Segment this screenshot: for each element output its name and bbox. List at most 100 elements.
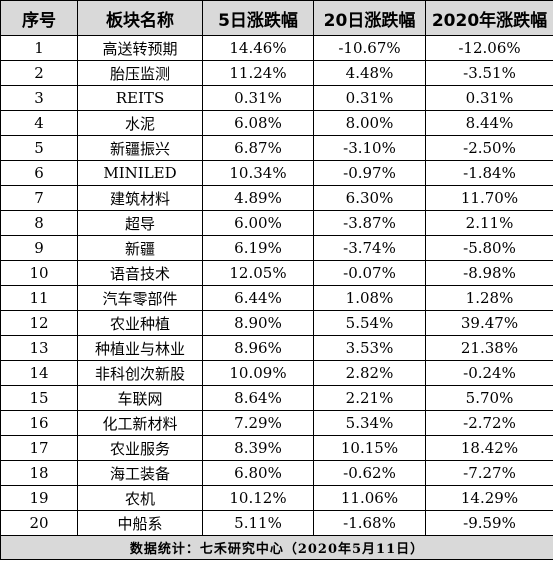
row-index: 19 [0, 485, 78, 511]
row-index: 20 [0, 510, 78, 536]
sector-name: 语音技术 [77, 260, 203, 286]
header-5d-change: 5日涨跌幅 [202, 0, 314, 36]
sector-name: 超导 [77, 210, 203, 236]
table-row: 9 新疆 6.19% -3.74% -5.80% [0, 235, 553, 261]
change-5d: 7.29% [202, 410, 314, 436]
change-5d: 6.44% [202, 285, 314, 311]
table-row: 10 语音技术 12.05% -0.07% -8.98% [0, 260, 553, 286]
row-index: 2 [0, 60, 78, 86]
change-20d: -0.97% [313, 160, 426, 186]
sector-name: 化工新材料 [77, 410, 203, 436]
change-5d: 6.19% [202, 235, 314, 261]
sector-name: 胎压监测 [77, 60, 203, 86]
change-2020: 2.11% [425, 210, 553, 236]
row-index: 13 [0, 335, 78, 361]
change-5d: 8.96% [202, 335, 314, 361]
row-index: 11 [0, 285, 78, 311]
header-sector-name: 板块名称 [77, 0, 203, 36]
change-20d: -3.10% [313, 135, 426, 161]
sector-name: 汽车零部件 [77, 285, 203, 311]
change-5d: 6.00% [202, 210, 314, 236]
change-2020: 21.38% [425, 335, 553, 361]
table-row: 17 农业服务 8.39% 10.15% 18.42% [0, 435, 553, 461]
row-index: 16 [0, 410, 78, 436]
sector-name: REITS [77, 85, 203, 111]
sector-name: 高送转预期 [77, 35, 203, 61]
change-2020: 1.28% [425, 285, 553, 311]
row-index: 10 [0, 260, 78, 286]
change-5d: 8.90% [202, 310, 314, 336]
change-20d: -3.87% [313, 210, 426, 236]
sector-name: 非科创次新股 [77, 360, 203, 386]
change-2020: 39.47% [425, 310, 553, 336]
sector-name: 水泥 [77, 110, 203, 136]
change-2020: -12.06% [425, 35, 553, 61]
table-row: 20 中船系 5.11% -1.68% -9.59% [0, 510, 553, 536]
row-index: 14 [0, 360, 78, 386]
row-index: 8 [0, 210, 78, 236]
table-row: 3 REITS 0.31% 0.31% 0.31% [0, 85, 553, 111]
table-row: 11 汽车零部件 6.44% 1.08% 1.28% [0, 285, 553, 311]
change-20d: 5.34% [313, 410, 426, 436]
change-5d: 4.89% [202, 185, 314, 211]
change-20d: 10.15% [313, 435, 426, 461]
sector-name: MINILED [77, 160, 203, 186]
table-row: 4 水泥 6.08% 8.00% 8.44% [0, 110, 553, 136]
change-2020: -2.72% [425, 410, 553, 436]
change-2020: 18.42% [425, 435, 553, 461]
change-2020: 0.31% [425, 85, 553, 111]
change-2020: -8.98% [425, 260, 553, 286]
data-source-note: 数据统计：七禾研究中心（2020年5月11日） [0, 535, 553, 560]
change-2020: 8.44% [425, 110, 553, 136]
table-row: 7 建筑材料 4.89% 6.30% 11.70% [0, 185, 553, 211]
row-index: 1 [0, 35, 78, 61]
row-index: 5 [0, 135, 78, 161]
sector-name: 种植业与林业 [77, 335, 203, 361]
change-20d: 1.08% [313, 285, 426, 311]
change-5d: 10.09% [202, 360, 314, 386]
change-2020: -7.27% [425, 460, 553, 486]
sector-name: 新疆振兴 [77, 135, 203, 161]
change-20d: 0.31% [313, 85, 426, 111]
change-20d: 2.82% [313, 360, 426, 386]
change-20d: -0.07% [313, 260, 426, 286]
header-row: 序号 板块名称 5日涨跌幅 20日涨跌幅 2020年涨跌幅 [0, 0, 553, 36]
change-20d: -3.74% [313, 235, 426, 261]
change-20d: 11.06% [313, 485, 426, 511]
sector-name: 海工装备 [77, 460, 203, 486]
table-row: 15 车联网 8.64% 2.21% 5.70% [0, 385, 553, 411]
change-2020: -5.80% [425, 235, 553, 261]
sector-name: 农业服务 [77, 435, 203, 461]
change-5d: 10.34% [202, 160, 314, 186]
change-2020: -0.24% [425, 360, 553, 386]
change-2020: -9.59% [425, 510, 553, 536]
change-5d: 10.12% [202, 485, 314, 511]
table-row: 16 化工新材料 7.29% 5.34% -2.72% [0, 410, 553, 436]
row-index: 6 [0, 160, 78, 186]
row-index: 3 [0, 85, 78, 111]
sector-name: 新疆 [77, 235, 203, 261]
change-2020: 14.29% [425, 485, 553, 511]
table-row: 12 农业种植 8.90% 5.54% 39.47% [0, 310, 553, 336]
change-5d: 6.80% [202, 460, 314, 486]
change-20d: -0.62% [313, 460, 426, 486]
table-row: 18 海工装备 6.80% -0.62% -7.27% [0, 460, 553, 486]
change-5d: 12.05% [202, 260, 314, 286]
row-index: 7 [0, 185, 78, 211]
change-20d: 6.30% [313, 185, 426, 211]
change-5d: 5.11% [202, 510, 314, 536]
table-row: 19 农机 10.12% 11.06% 14.29% [0, 485, 553, 511]
header-index: 序号 [0, 0, 78, 36]
change-20d: 3.53% [313, 335, 426, 361]
table-body: 1 高送转预期 14.46% -10.67% -12.06% 2 胎压监测 11.24% 4.4… [0, 35, 553, 536]
change-5d: 0.31% [202, 85, 314, 111]
change-20d: 8.00% [313, 110, 426, 136]
row-index: 17 [0, 435, 78, 461]
table-row: 6 MINILED 10.34% -0.97% -1.84% [0, 160, 553, 186]
table-row: 14 非科创次新股 10.09% 2.82% -0.24% [0, 360, 553, 386]
sector-name: 车联网 [77, 385, 203, 411]
change-5d: 8.39% [202, 435, 314, 461]
table-row: 2 胎压监测 11.24% 4.48% -3.51% [0, 60, 553, 86]
sector-name: 农机 [77, 485, 203, 511]
